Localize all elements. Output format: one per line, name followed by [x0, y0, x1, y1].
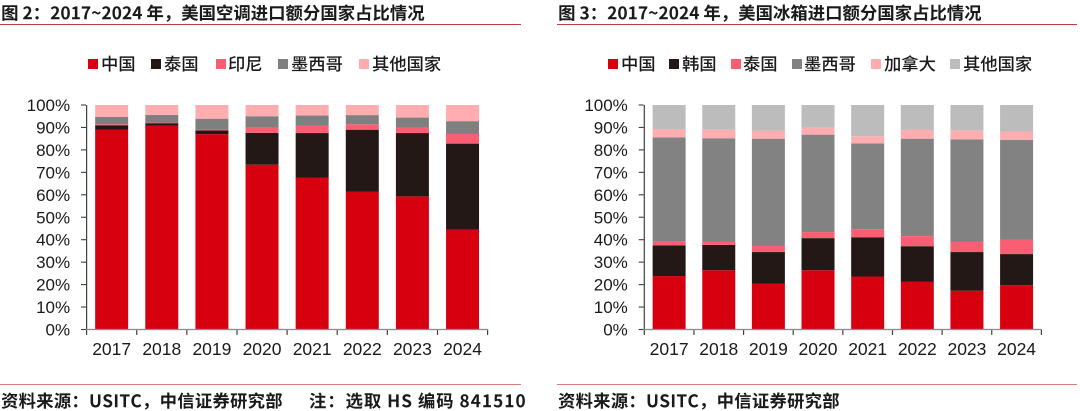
svg-text:2020: 2020: [799, 339, 838, 359]
svg-text:60%: 60%: [594, 186, 628, 205]
svg-text:2018: 2018: [699, 339, 738, 359]
svg-text:40%: 40%: [594, 231, 628, 250]
svg-text:2023: 2023: [393, 339, 432, 359]
svg-text:70%: 70%: [36, 163, 70, 182]
svg-text:100%: 100%: [27, 96, 70, 115]
svg-text:2019: 2019: [192, 339, 231, 359]
svg-text:50%: 50%: [36, 208, 70, 227]
svg-text:80%: 80%: [36, 141, 70, 160]
svg-text:2018: 2018: [142, 339, 181, 359]
svg-text:90%: 90%: [36, 118, 70, 137]
svg-text:20%: 20%: [36, 276, 70, 295]
svg-text:2017: 2017: [650, 339, 689, 359]
svg-text:80%: 80%: [594, 141, 628, 160]
svg-text:2019: 2019: [749, 339, 788, 359]
svg-text:2024: 2024: [443, 339, 482, 359]
svg-text:2020: 2020: [243, 339, 282, 359]
svg-text:0%: 0%: [603, 321, 628, 340]
svg-text:2022: 2022: [343, 339, 382, 359]
svg-text:2021: 2021: [848, 339, 887, 359]
svg-text:2017: 2017: [92, 339, 131, 359]
svg-text:30%: 30%: [594, 253, 628, 272]
svg-text:20%: 20%: [594, 276, 628, 295]
svg-text:0%: 0%: [46, 321, 71, 340]
svg-text:30%: 30%: [36, 253, 70, 272]
svg-text:70%: 70%: [594, 163, 628, 182]
svg-text:50%: 50%: [594, 208, 628, 227]
svg-text:2022: 2022: [898, 339, 937, 359]
svg-text:2021: 2021: [293, 339, 332, 359]
svg-text:40%: 40%: [36, 231, 70, 250]
svg-text:100%: 100%: [584, 96, 627, 115]
svg-text:10%: 10%: [594, 298, 628, 317]
svg-text:2024: 2024: [997, 339, 1036, 359]
svg-text:60%: 60%: [36, 186, 70, 205]
svg-text:2023: 2023: [947, 339, 986, 359]
svg-text:90%: 90%: [594, 118, 628, 137]
svg-text:10%: 10%: [36, 298, 70, 317]
